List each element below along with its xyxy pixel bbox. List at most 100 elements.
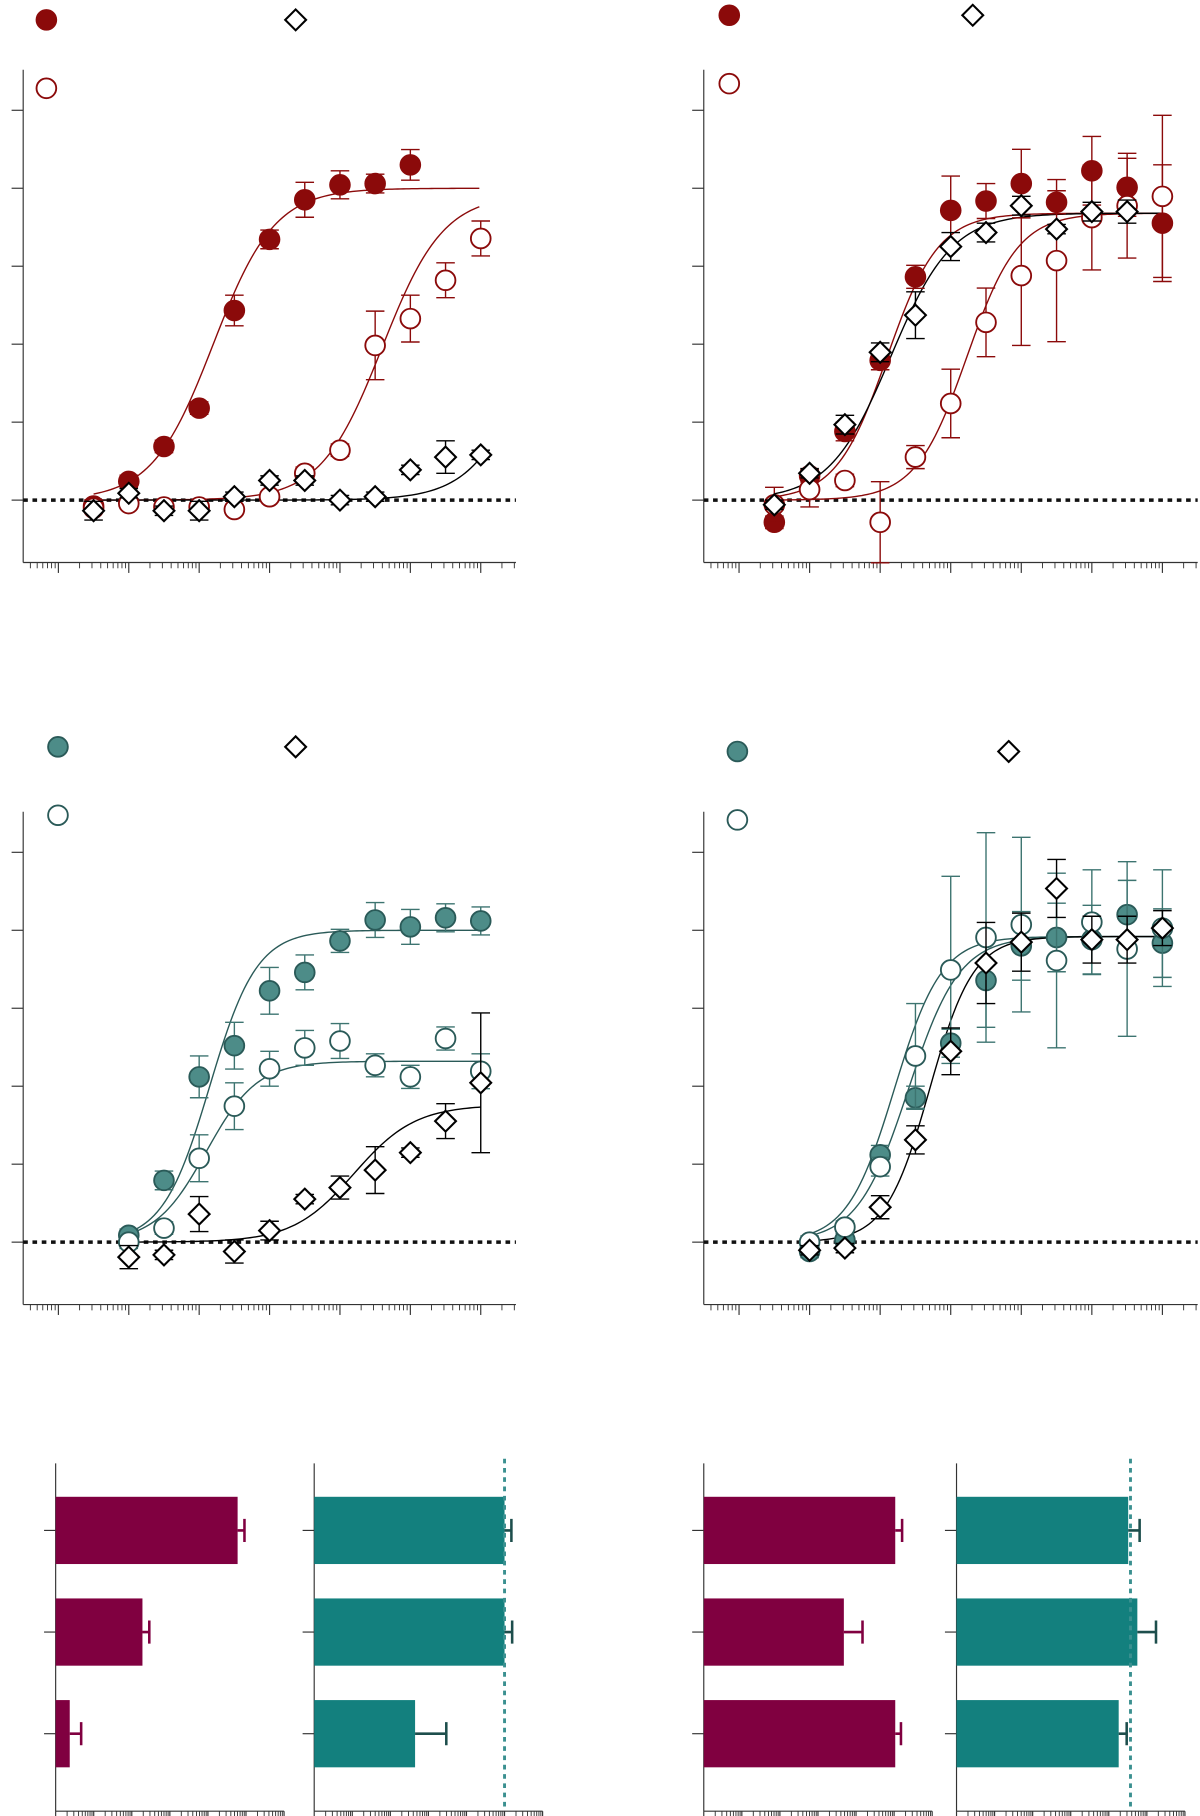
data-point	[329, 930, 351, 952]
data-point	[869, 511, 891, 534]
data-point	[364, 1054, 386, 1077]
data-point	[153, 1217, 175, 1239]
data-point	[1009, 193, 1034, 218]
legend-marker	[35, 77, 58, 100]
data-point	[832, 1236, 857, 1260]
data-point	[434, 1027, 457, 1050]
data-point	[292, 1187, 317, 1212]
data-point	[1045, 949, 1068, 972]
data-point	[116, 1245, 141, 1270]
data-point	[903, 1127, 928, 1152]
data-point	[257, 1218, 282, 1243]
data-point	[399, 916, 422, 938]
fit-curve	[93, 187, 480, 495]
bar	[314, 1496, 505, 1565]
data-point	[293, 961, 316, 984]
data-point	[188, 1066, 210, 1088]
error-bar	[142, 1620, 151, 1644]
data-point	[1044, 217, 1069, 242]
data-point	[975, 311, 997, 334]
data-point	[329, 1030, 351, 1052]
data-point	[1079, 199, 1104, 224]
data-point	[903, 303, 928, 328]
data-point	[223, 299, 246, 322]
bar	[55, 1700, 70, 1768]
data-point	[762, 492, 787, 517]
legend-marker	[726, 809, 749, 831]
error-bar	[843, 1620, 864, 1644]
bar	[703, 1700, 896, 1768]
legend-marker	[718, 72, 741, 95]
data-point	[399, 307, 422, 330]
data-point	[1151, 185, 1174, 208]
error-bar	[237, 1518, 246, 1543]
data-point	[187, 1202, 212, 1226]
error-bar	[1118, 1722, 1128, 1746]
data-point	[868, 340, 893, 365]
data-point	[1150, 916, 1175, 941]
data-point	[869, 1155, 891, 1178]
bar	[314, 1598, 505, 1666]
fit-curve	[128, 929, 481, 1234]
data-point	[468, 1070, 493, 1095]
data-point	[293, 189, 316, 211]
data-point	[293, 1037, 316, 1059]
data-point	[222, 484, 247, 509]
data-point	[116, 481, 141, 506]
legend-marker	[47, 804, 69, 827]
legend-marker	[283, 7, 308, 32]
data-point	[832, 412, 857, 437]
data-point	[1045, 249, 1068, 272]
data-point	[258, 228, 281, 251]
legend-marker	[726, 740, 749, 763]
error-bar	[415, 1722, 448, 1746]
data-point	[399, 1066, 422, 1088]
data-point	[433, 1109, 458, 1134]
error-bar	[895, 1722, 903, 1746]
data-point	[938, 1039, 963, 1064]
data-point	[797, 461, 822, 486]
error-bar	[504, 1620, 514, 1644]
data-point	[398, 1140, 423, 1165]
data-point	[364, 334, 386, 357]
data-point	[363, 484, 388, 509]
data-point	[328, 1175, 352, 1200]
data-point	[1010, 264, 1033, 287]
data-point	[468, 442, 493, 467]
error-bar	[69, 1722, 83, 1746]
data-point	[257, 468, 282, 493]
bar	[703, 1598, 844, 1666]
data-point	[939, 959, 962, 981]
data-point	[1079, 927, 1104, 952]
data-point	[1044, 876, 1069, 901]
data-point	[1115, 199, 1140, 224]
legend-marker	[996, 739, 1021, 764]
bar	[55, 1496, 238, 1565]
fit-curve	[774, 212, 1161, 501]
bar	[314, 1700, 416, 1768]
data-point	[834, 469, 856, 492]
data-point	[974, 951, 998, 975]
legend-marker	[960, 3, 985, 28]
data-point	[904, 266, 927, 288]
data-point	[398, 457, 423, 482]
data-point	[434, 907, 457, 929]
error-bar	[1137, 1620, 1158, 1644]
data-point	[329, 439, 351, 462]
data-point	[292, 468, 317, 493]
data-point	[399, 154, 422, 176]
data-point	[153, 435, 175, 458]
data-point	[364, 172, 386, 195]
bar	[956, 1700, 1119, 1768]
data-point	[364, 909, 386, 931]
data-point	[797, 1238, 822, 1263]
data-point	[81, 498, 106, 523]
data-point	[188, 1147, 210, 1170]
legend-marker	[47, 736, 69, 758]
data-point	[868, 1195, 893, 1220]
data-point	[433, 445, 458, 469]
data-point	[469, 910, 492, 932]
data-point	[1010, 172, 1033, 195]
bar	[956, 1598, 1138, 1666]
